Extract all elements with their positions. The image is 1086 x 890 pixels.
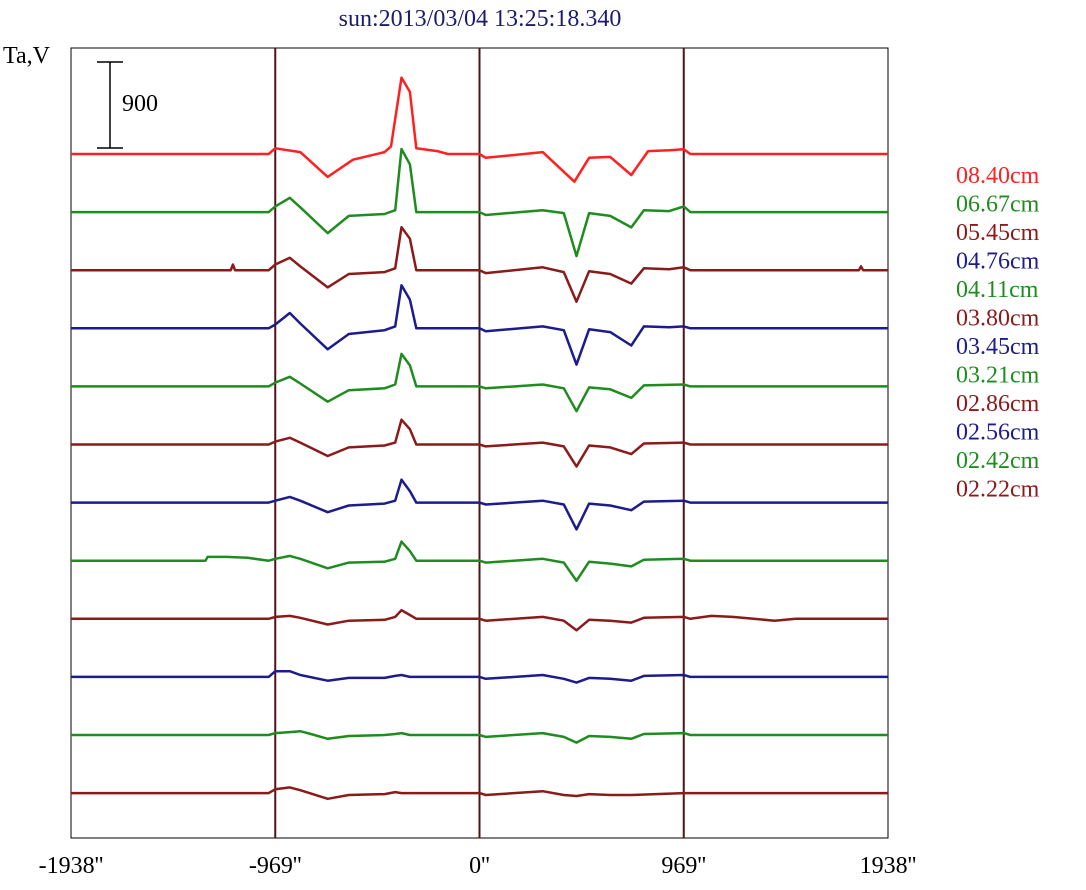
series-line (71, 76, 888, 183)
legend-item: 03.21cm (956, 363, 1040, 389)
legend-item: 02.56cm (956, 420, 1040, 446)
series-line (71, 786, 888, 801)
legend-item: 02.86cm (956, 391, 1040, 417)
legend-item: 04.76cm (956, 249, 1040, 275)
series-line (71, 352, 888, 413)
x-tick-labels: -1938'' -969'' 0'' 969'' 1938'' (39, 853, 917, 879)
series-line (71, 478, 888, 531)
series-line (71, 669, 888, 684)
series-line (71, 225, 888, 303)
series-line (71, 729, 888, 744)
scale-bar: 900 (97, 61, 158, 149)
legend-item: 08.40cm (956, 163, 1040, 189)
series-line (71, 147, 888, 258)
legend-item: 05.45cm (956, 220, 1040, 246)
series-line (71, 608, 888, 632)
x-tick-label: 0'' (469, 853, 490, 879)
x-tick-label: 969'' (661, 853, 706, 879)
series-line (71, 418, 888, 468)
chart-title: sun:2013/03/04 13:25:18.340 (339, 6, 622, 32)
legend-item: 03.45cm (956, 334, 1040, 360)
x-tick-label: -969'' (249, 853, 302, 879)
legend-item: 06.67cm (956, 192, 1040, 218)
y-axis-label: Ta,V (3, 43, 51, 69)
series-line (71, 284, 888, 366)
legend-item: 03.80cm (956, 306, 1040, 332)
legend-item: 02.42cm (956, 448, 1040, 474)
x-tick-label: -1938'' (39, 853, 104, 879)
legend-item: 02.22cm (956, 477, 1040, 503)
series-line (71, 540, 888, 583)
x-tick-label: 1938'' (860, 853, 917, 879)
series-group (71, 76, 888, 801)
scale-bar-label: 900 (122, 91, 158, 117)
legend-item: 04.11cm (956, 277, 1039, 303)
